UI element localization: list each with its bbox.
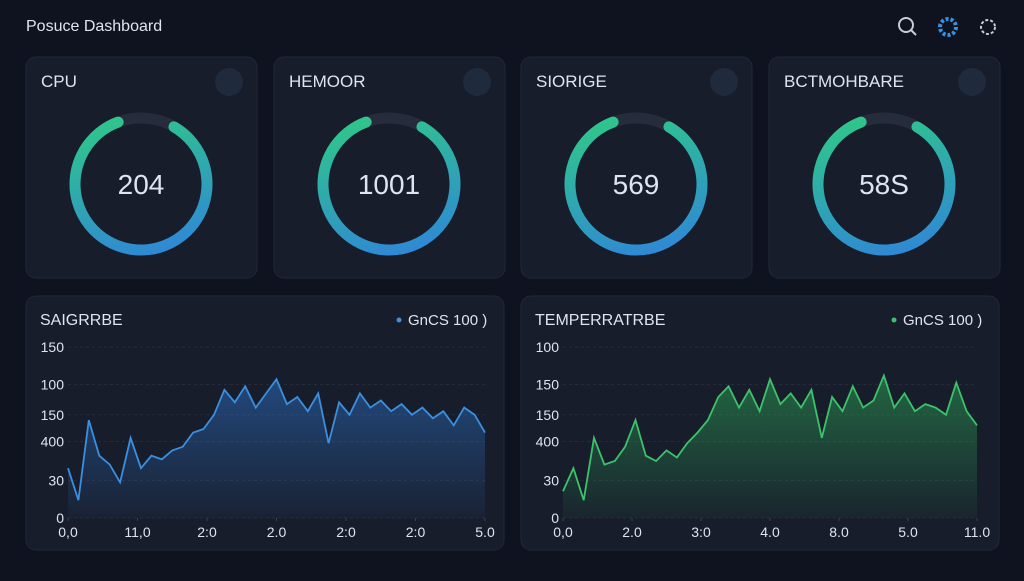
y-tick-label: 30 — [543, 473, 559, 489]
y-tick-label: 400 — [536, 433, 560, 449]
legend-label: GnCS 100 ) — [903, 312, 982, 329]
card-icon — [463, 68, 491, 96]
x-tick-label: 4.0 — [760, 524, 780, 540]
search-icon[interactable] — [898, 17, 914, 33]
y-tick-label: 30 — [48, 473, 64, 489]
legend-swatch — [396, 317, 402, 323]
area-fill — [68, 379, 485, 518]
charts: SAIGRRBE 0 30 400 150 100 150 0,0 11,0 2:0 2.0 2:0 2… — [25, 295, 1000, 551]
x-tick-label: 3:0 — [691, 524, 711, 540]
y-tick-label: 0 — [56, 510, 64, 526]
x-tick-label: 11.0 — [964, 524, 990, 540]
gauge-arc — [317, 112, 461, 256]
card-icon — [958, 68, 986, 96]
chart-title: TEMPERRATRBE — [535, 312, 665, 329]
series-line — [562, 373, 978, 501]
gauge-arc — [69, 112, 213, 256]
app-title: Poѕuce Dashboard — [26, 18, 162, 35]
y-tick-label: 150 — [536, 407, 560, 423]
card-title: BCTMOHBARE — [784, 72, 904, 91]
gauge-value: 204 — [118, 169, 165, 200]
y-tick-label: 100 — [41, 377, 65, 393]
y-tick-label: 400 — [41, 433, 65, 449]
series-line — [67, 377, 486, 501]
card-title: SIORIGE — [536, 72, 607, 91]
x-tick-label: 0,0 — [58, 524, 78, 540]
x-tick-label: 5.0 — [898, 524, 918, 540]
y-tick-label: 150 — [536, 377, 560, 393]
x-tick-label: 2:0 — [197, 524, 217, 540]
gauge-value: 1001 — [358, 169, 420, 200]
x-tick-label: 11,0 — [124, 524, 150, 540]
y-tick-label: 150 — [41, 407, 65, 423]
chart-title: SAIGRRBE — [40, 312, 123, 329]
x-tick-label: 8.0 — [829, 524, 849, 540]
x-tick-label: 2.0 — [622, 524, 642, 540]
card-icon — [710, 68, 738, 96]
x-tick-label: 2:0 — [336, 524, 356, 540]
legend-label: GnCS 100 ) — [408, 312, 487, 329]
x-tick-label: 5.0 — [475, 524, 495, 540]
legend-swatch — [891, 317, 897, 323]
area-fill — [563, 375, 977, 518]
gauge-arc — [812, 112, 956, 256]
toolbar — [898, 17, 996, 37]
card-title: CPU — [41, 72, 77, 91]
x-tick-label: 2.0 — [267, 524, 287, 540]
card-title: HEMOOR — [289, 72, 366, 91]
y-tick-label: 100 — [536, 339, 560, 355]
settings-icon[interactable] — [938, 17, 958, 37]
gear-icon[interactable] — [980, 19, 996, 35]
x-tick-label: 2:0 — [406, 524, 426, 540]
y-tick-label: 150 — [41, 339, 65, 355]
gauge-value: 569 — [613, 169, 660, 200]
search-icon-handle — [910, 29, 917, 36]
cards: CPU 204 HEMOOR 1001 SIORIGE 569 BCTMOHBARE 58S — [25, 56, 1001, 279]
gauge-value: 58S — [859, 169, 909, 200]
card-icon — [215, 68, 243, 96]
x-tick-label: 0,0 — [553, 524, 573, 540]
gauge-arc — [564, 112, 708, 256]
y-tick-label: 0 — [551, 510, 559, 526]
